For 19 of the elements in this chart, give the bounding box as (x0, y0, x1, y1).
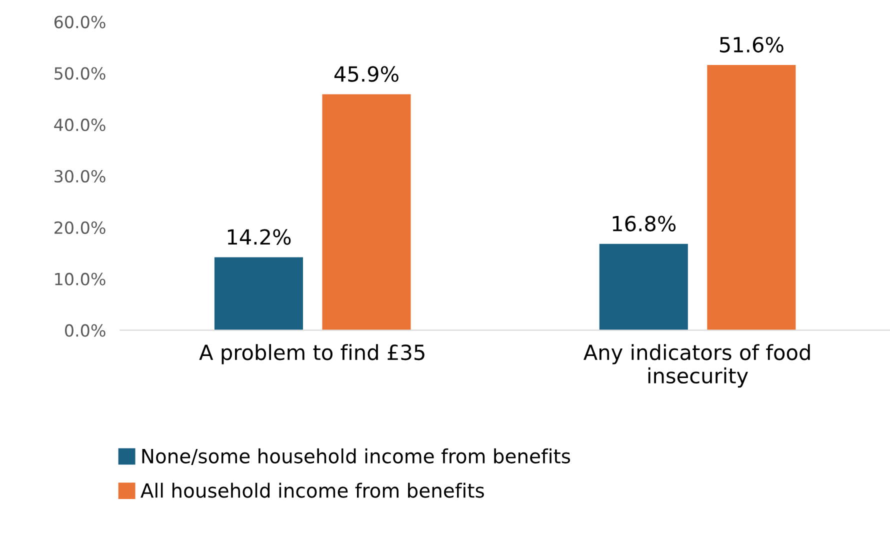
y-tick-label: 0.0% (65, 324, 106, 337)
data-label: 14.2% (228, 229, 291, 245)
bar (707, 64, 796, 330)
legend-label: None/some household income from benefits (142, 448, 570, 465)
data-label: 45.9% (334, 66, 398, 82)
x-tick-label: A problem to find £35 (199, 344, 424, 364)
bar (322, 94, 411, 330)
y-tick-label: 50.0% (54, 67, 106, 80)
data-label: 16.8% (612, 216, 676, 232)
y-tick-label: 40.0% (54, 118, 106, 132)
y-tick-label: 10.0% (55, 272, 106, 286)
bar (599, 244, 688, 330)
y-tick-label: 20.0% (54, 221, 106, 234)
legend-label: All household income from benefits (140, 482, 484, 498)
y-tick-label: 60.0% (54, 16, 106, 28)
bar (214, 257, 303, 330)
y-tick-label: 30.0% (54, 170, 106, 183)
x-tick-label: Any indicators of food insecurity (584, 344, 810, 388)
data-label: 51.6% (720, 36, 784, 53)
